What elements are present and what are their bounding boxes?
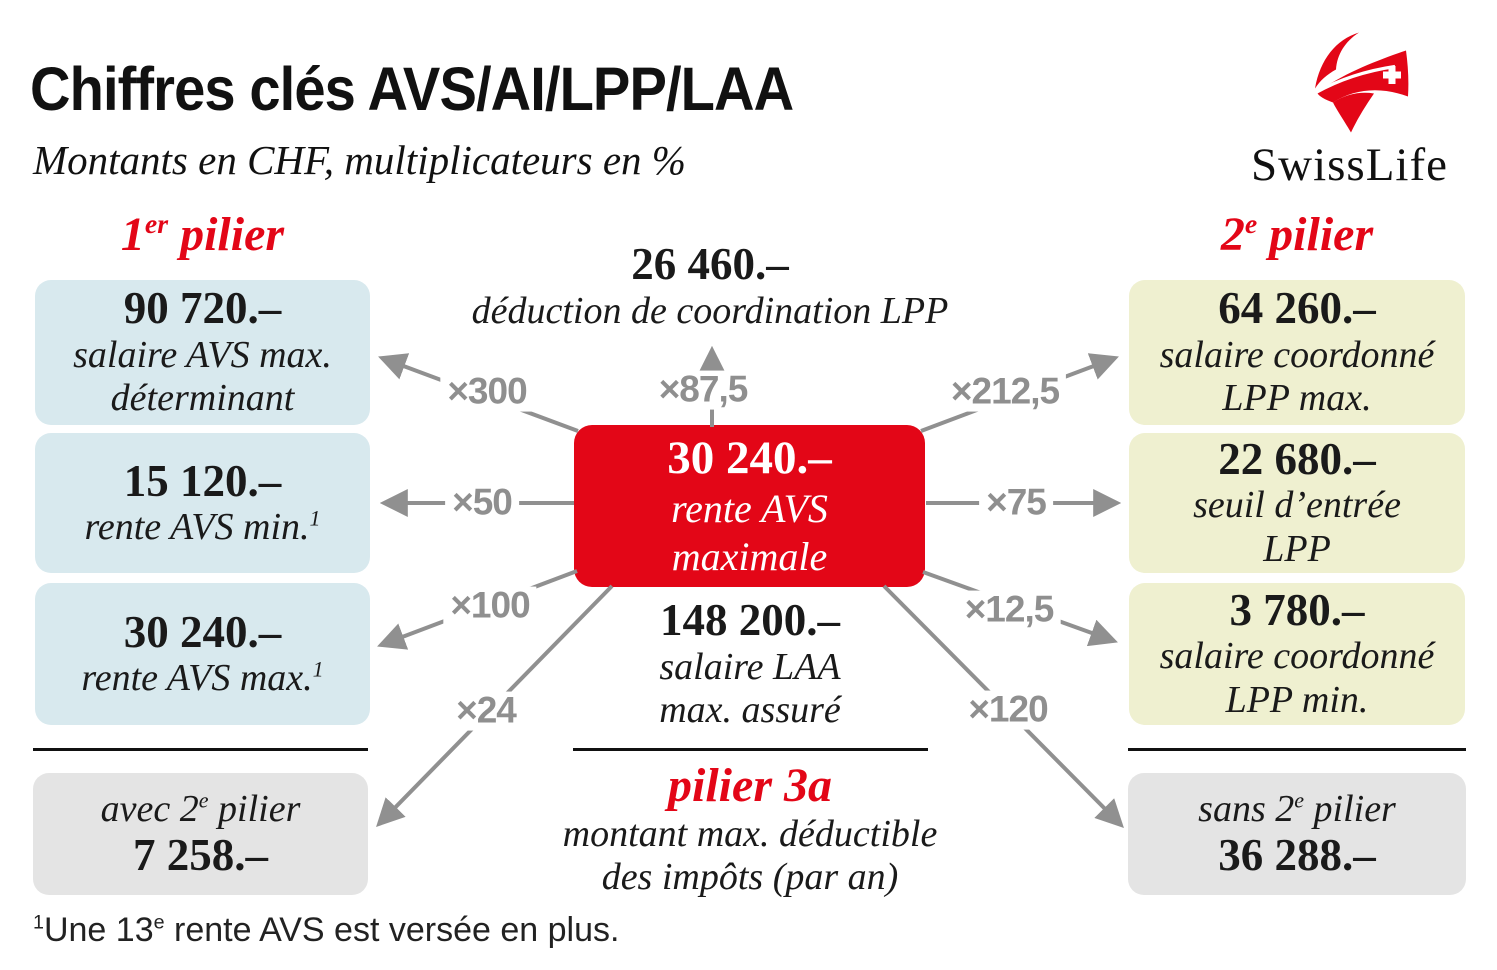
amount: 64 260.– [1218,283,1376,334]
caption-line1: seuil d’entrée [1193,484,1401,527]
logo-swoosh-tail [1333,92,1374,133]
footnote: 1Une 13e rente AVS est versée en plus. [33,911,619,950]
multiplier-x100: ×100 [443,586,537,626]
caption-line1: rente AVS max.1 [81,657,323,700]
caption-line2: LPP max. [1222,377,1372,420]
coordination-deduction-block: 26 460.– déduction de coordination LPP [460,239,960,333]
multiplier-x212-5: ×212,5 [943,372,1067,412]
pillar1-heading-rest: pilier [168,208,285,261]
box-seuil-entree-lpp: 22 680.– seuil d’entrée LPP [1129,433,1465,573]
caption-text: rente AVS min. [84,506,310,549]
caption-line2: déterminant [110,377,295,420]
caption-line2: LPP [1263,527,1331,570]
multiplier-x300: ×300 [440,372,534,412]
footnote-pre: Une 13 [43,911,154,949]
label-sup: e [198,786,209,812]
amount: 30 240.– [123,606,282,657]
box-salaire-coordonne-lpp-min: 3 780.– salaire coordonné LPP min. [1129,583,1465,725]
caption-text: rente AVS max. [81,657,313,700]
caption-line1: salaire coordonné [1159,333,1435,376]
summary-label: sans 2e pilier [1198,788,1396,831]
pilier-3a-heading: pilier 3a [668,759,832,812]
footnote-marker: 1 [309,505,321,531]
rente-avs-maximale-box: 30 240.– rente AVS maximale [574,425,925,587]
logo-swoosh-top [1315,32,1359,89]
page-title: Chiffres clés AVS/AI/LPP/LAA [30,55,794,123]
caption-line1: rente AVS min.1 [84,506,320,549]
multiplier-x24: ×24 [449,691,523,731]
pillar1-heading: 1er pilier [35,208,370,261]
multiplier-x12-5: ×12,5 [957,590,1061,630]
box-salaire-coordonne-lpp-max: 64 260.– salaire coordonné LPP max. [1129,280,1465,425]
multiplier-x87-5: ×87,5 [651,370,755,410]
multiplier-x120: ×120 [961,690,1055,730]
box-salaire-avs-max: 90 720.– salaire AVS max. déterminant [35,280,370,425]
box-rente-avs-min: 15 120.– rente AVS min.1 [35,433,370,573]
amount: 36 288.– [1218,829,1376,880]
separator-line-center [573,748,928,751]
swisslife-wordmark: SwissLife [1251,139,1448,191]
amount: 15 120.– [123,455,282,506]
separator-line-right [1128,748,1466,751]
multiplier-x50: ×50 [445,483,519,523]
footnote-sup2: e [153,911,165,934]
amount: 7 258.– [133,829,268,880]
footnote-sup1: 1 [33,911,44,934]
caption-line2: LPP min. [1225,678,1369,721]
caption-line2: maximale [671,534,828,580]
salaire-laa-block: 148 200.– salaire LAA max. assuré [500,595,1000,732]
pilier-3a-block: pilier 3a montant max. déductible des im… [470,759,1030,899]
caption-line1: montant max. déductible [562,812,938,855]
footnote-marker: 1 [312,656,324,682]
multiplier-x75: ×75 [979,483,1053,523]
caption-line1: salaire LAA [659,645,841,688]
amount: 26 460.– [631,239,789,289]
caption-line2: des impôts (par an) [601,856,899,899]
label-text: pilier [1304,787,1396,830]
caption: déduction de coordination LPP [471,289,949,332]
footnote-post: rente AVS est versée en plus. [164,911,620,949]
summary-label: avec 2e pilier [101,788,301,831]
page-subtitle: Montants en CHF, multiplicateurs en % [33,137,686,183]
pillar2-heading: 2e pilier [1129,208,1465,261]
label-text: sans 2 [1198,787,1295,830]
pillar2-heading-rest: pilier [1257,208,1374,261]
caption-line1: salaire AVS max. [73,333,332,376]
pillar1-heading-sup: er [144,209,169,240]
amount: 148 200.– [660,595,840,645]
box-rente-avs-max: 30 240.– rente AVS max.1 [35,583,370,725]
pillar1-heading-num: 1 [120,208,145,261]
caption-line1: rente AVS [671,486,828,532]
label-text: pilier [208,787,301,830]
amount: 3 780.– [1229,584,1365,635]
summary-sans-2e-pilier: sans 2e pilier 36 288.– [1128,773,1466,895]
logo-swoosh-body [1317,50,1409,103]
label-text: avec 2 [100,787,199,830]
amount: 22 680.– [1218,433,1376,484]
label-sup: e [1294,786,1305,812]
amount: 90 720.– [123,283,282,334]
amount: 30 240.– [667,431,832,484]
swisslife-logo-mark [1315,32,1409,133]
pillar2-heading-num: 2 [1220,208,1245,261]
caption-line1: salaire coordonné [1159,635,1435,678]
pillar2-heading-sup: e [1244,209,1258,240]
separator-line-left [33,748,368,751]
caption-line2: max. assuré [659,688,841,731]
swiss-cross-icon [1388,66,1396,84]
logo-white-slit [1315,64,1396,94]
summary-avec-2e-pilier: avec 2e pilier 7 258.– [33,773,368,895]
